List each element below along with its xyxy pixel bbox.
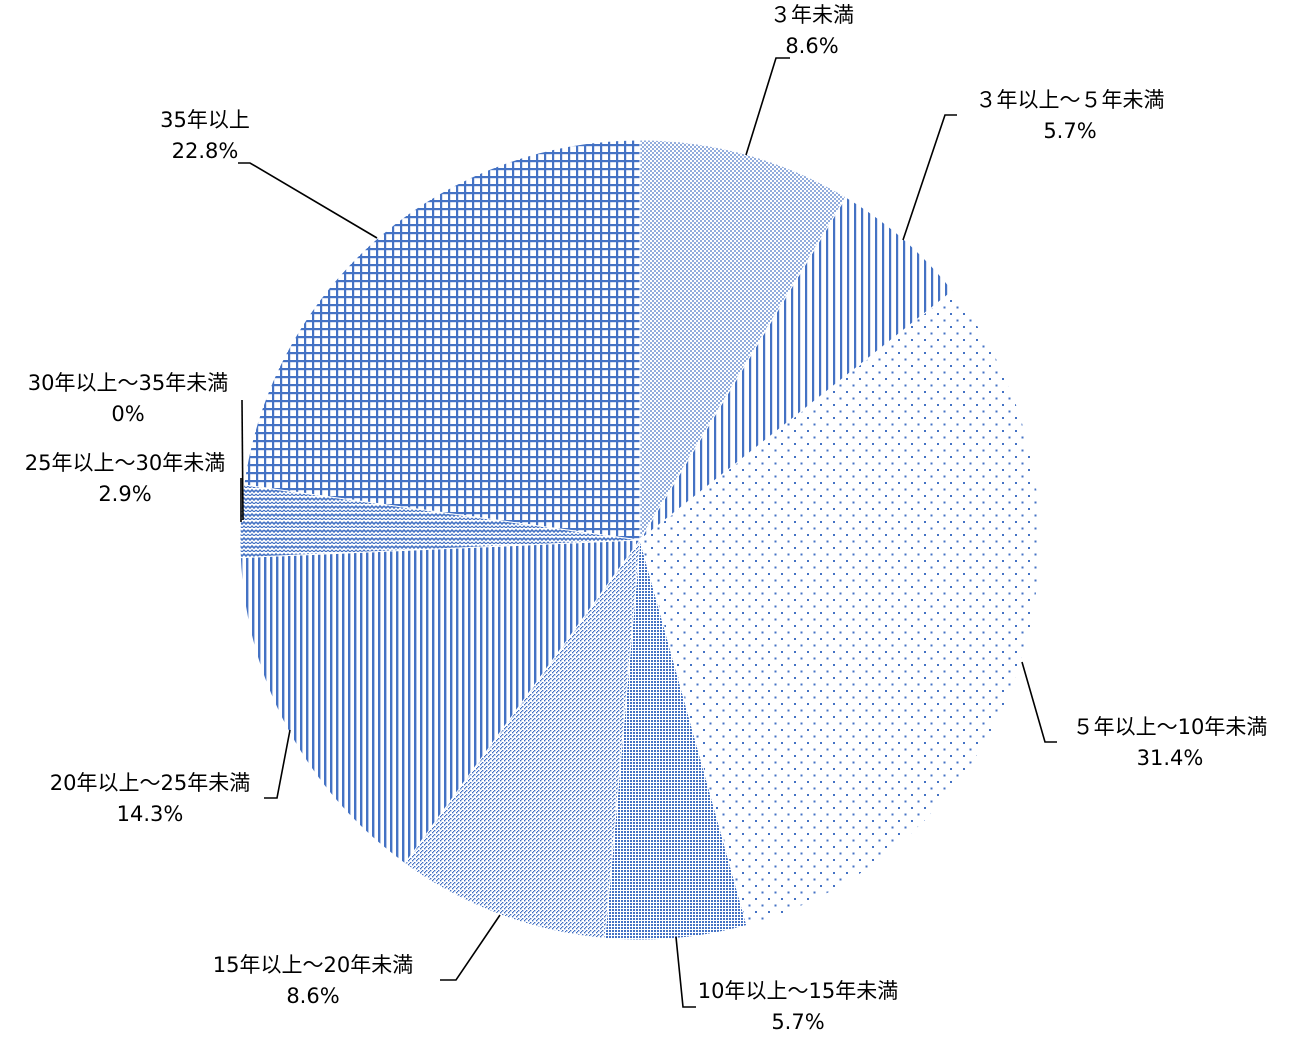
slice-1-leader-line	[745, 57, 790, 156]
slice-9-leader-line	[238, 162, 378, 239]
slice-6-value-label: 14.3%	[117, 802, 184, 826]
slice-4-category-label: 10年以上～15年未満	[698, 979, 898, 1003]
slice-2-category-label: ３年以上～５年未満	[976, 88, 1165, 112]
slice-6-category-label: 20年以上～25年未満	[50, 771, 250, 795]
slice-labels: ３年未満 8.6% ３年以上～５年未満 5.7% ５年以上～10年未満 31.4% 10年以…	[25, 3, 1268, 1034]
slice-9-category-label: 35年以上	[160, 108, 250, 132]
slice-9	[243, 139, 641, 541]
pie-slices	[239, 139, 1041, 941]
slice-1-value-label: 8.6%	[785, 34, 838, 58]
slice-5	[404, 538, 641, 939]
slice-5-leader-line	[440, 914, 501, 981]
slice-7-category-label: 25年以上～30年未満	[25, 451, 225, 475]
slice-8-leader-line	[241, 399, 244, 521]
slice-3-value-label: 31.4%	[1137, 746, 1204, 770]
slice-8-value-label: 0%	[111, 402, 144, 426]
slice-8-category-label: 30年以上～35年未満	[28, 371, 228, 395]
slice-3	[639, 290, 1041, 927]
slice-4-leader-line	[675, 936, 696, 1008]
slice-3-category-label: ５年以上～10年未満	[1073, 715, 1268, 739]
slice-6-leader-line	[264, 729, 291, 799]
slice-2-leader-line	[902, 114, 957, 241]
slice-4-value-label: 5.7%	[771, 1010, 824, 1034]
slice-9-value-label: 22.8%	[172, 139, 239, 163]
slice-1-category-label: ３年未満	[770, 3, 854, 27]
slice-5-value-label: 8.6%	[286, 984, 339, 1008]
slice-3-leader-line	[1021, 661, 1057, 743]
slice-6	[239, 539, 642, 865]
slice-2-value-label: 5.7%	[1043, 119, 1096, 143]
slice-7-value-label: 2.9%	[98, 482, 151, 506]
leader-lines	[238, 57, 1057, 1008]
slice-5-category-label: 15年以上～20年未満	[213, 953, 413, 977]
